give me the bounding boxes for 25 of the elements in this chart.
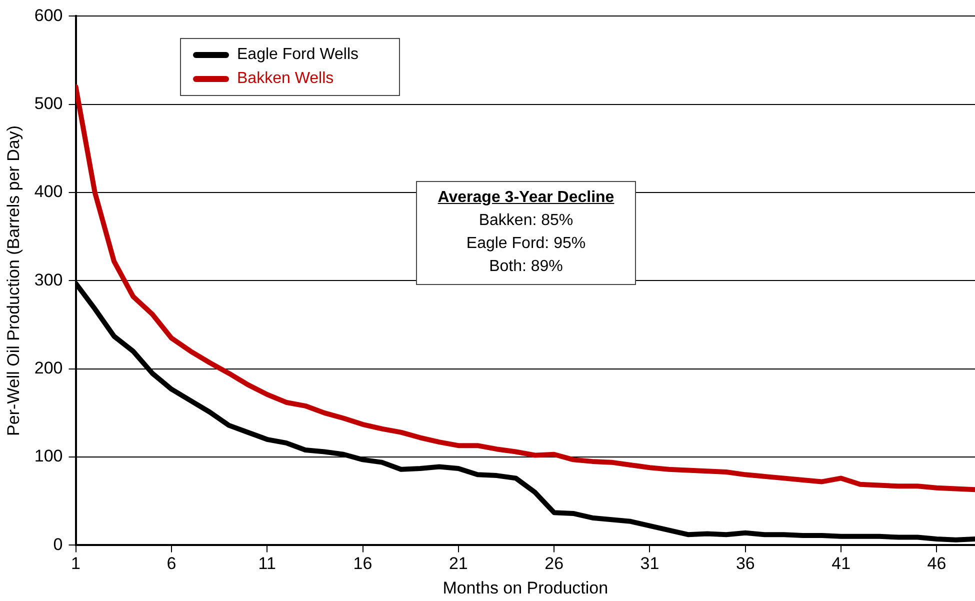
- x-tick-label: 46: [927, 554, 946, 574]
- x-axis-title: Months on Production: [442, 578, 608, 598]
- y-tick-label: 300: [34, 270, 63, 290]
- legend-label: Eagle Ford Wells: [237, 46, 359, 64]
- annotation: Bakken: 85%: [478, 211, 574, 231]
- y-tick-label: 600: [34, 6, 63, 25]
- x-tick-label: 41: [832, 554, 851, 574]
- legend-label: Bakken Wells: [237, 70, 334, 88]
- x-tick-label: 26: [544, 554, 564, 574]
- annotation: Average 3-Year Decline: [436, 188, 616, 208]
- x-tick-label: 6: [166, 554, 176, 574]
- x-tick-label: 1: [71, 554, 80, 574]
- x-tick-label: 36: [736, 554, 755, 574]
- y-tick-label: 400: [34, 182, 63, 202]
- y-axis-title: Per-Well Oil Production (Barrels per Day): [4, 125, 23, 436]
- y-tick-label: 0: [53, 534, 63, 554]
- x-tick-label: 11: [258, 554, 276, 574]
- x-tick-label: 16: [353, 554, 372, 574]
- x-tick-label: 31: [640, 554, 660, 574]
- x-tick-label: 21: [448, 554, 468, 574]
- annotation: Eagle Ford: 95%: [465, 234, 587, 254]
- y-tick-label: 100: [34, 446, 63, 466]
- annotation: Both: 89%: [488, 257, 564, 277]
- y-tick-label: 200: [34, 358, 63, 378]
- y-tick-label: 500: [34, 94, 63, 114]
